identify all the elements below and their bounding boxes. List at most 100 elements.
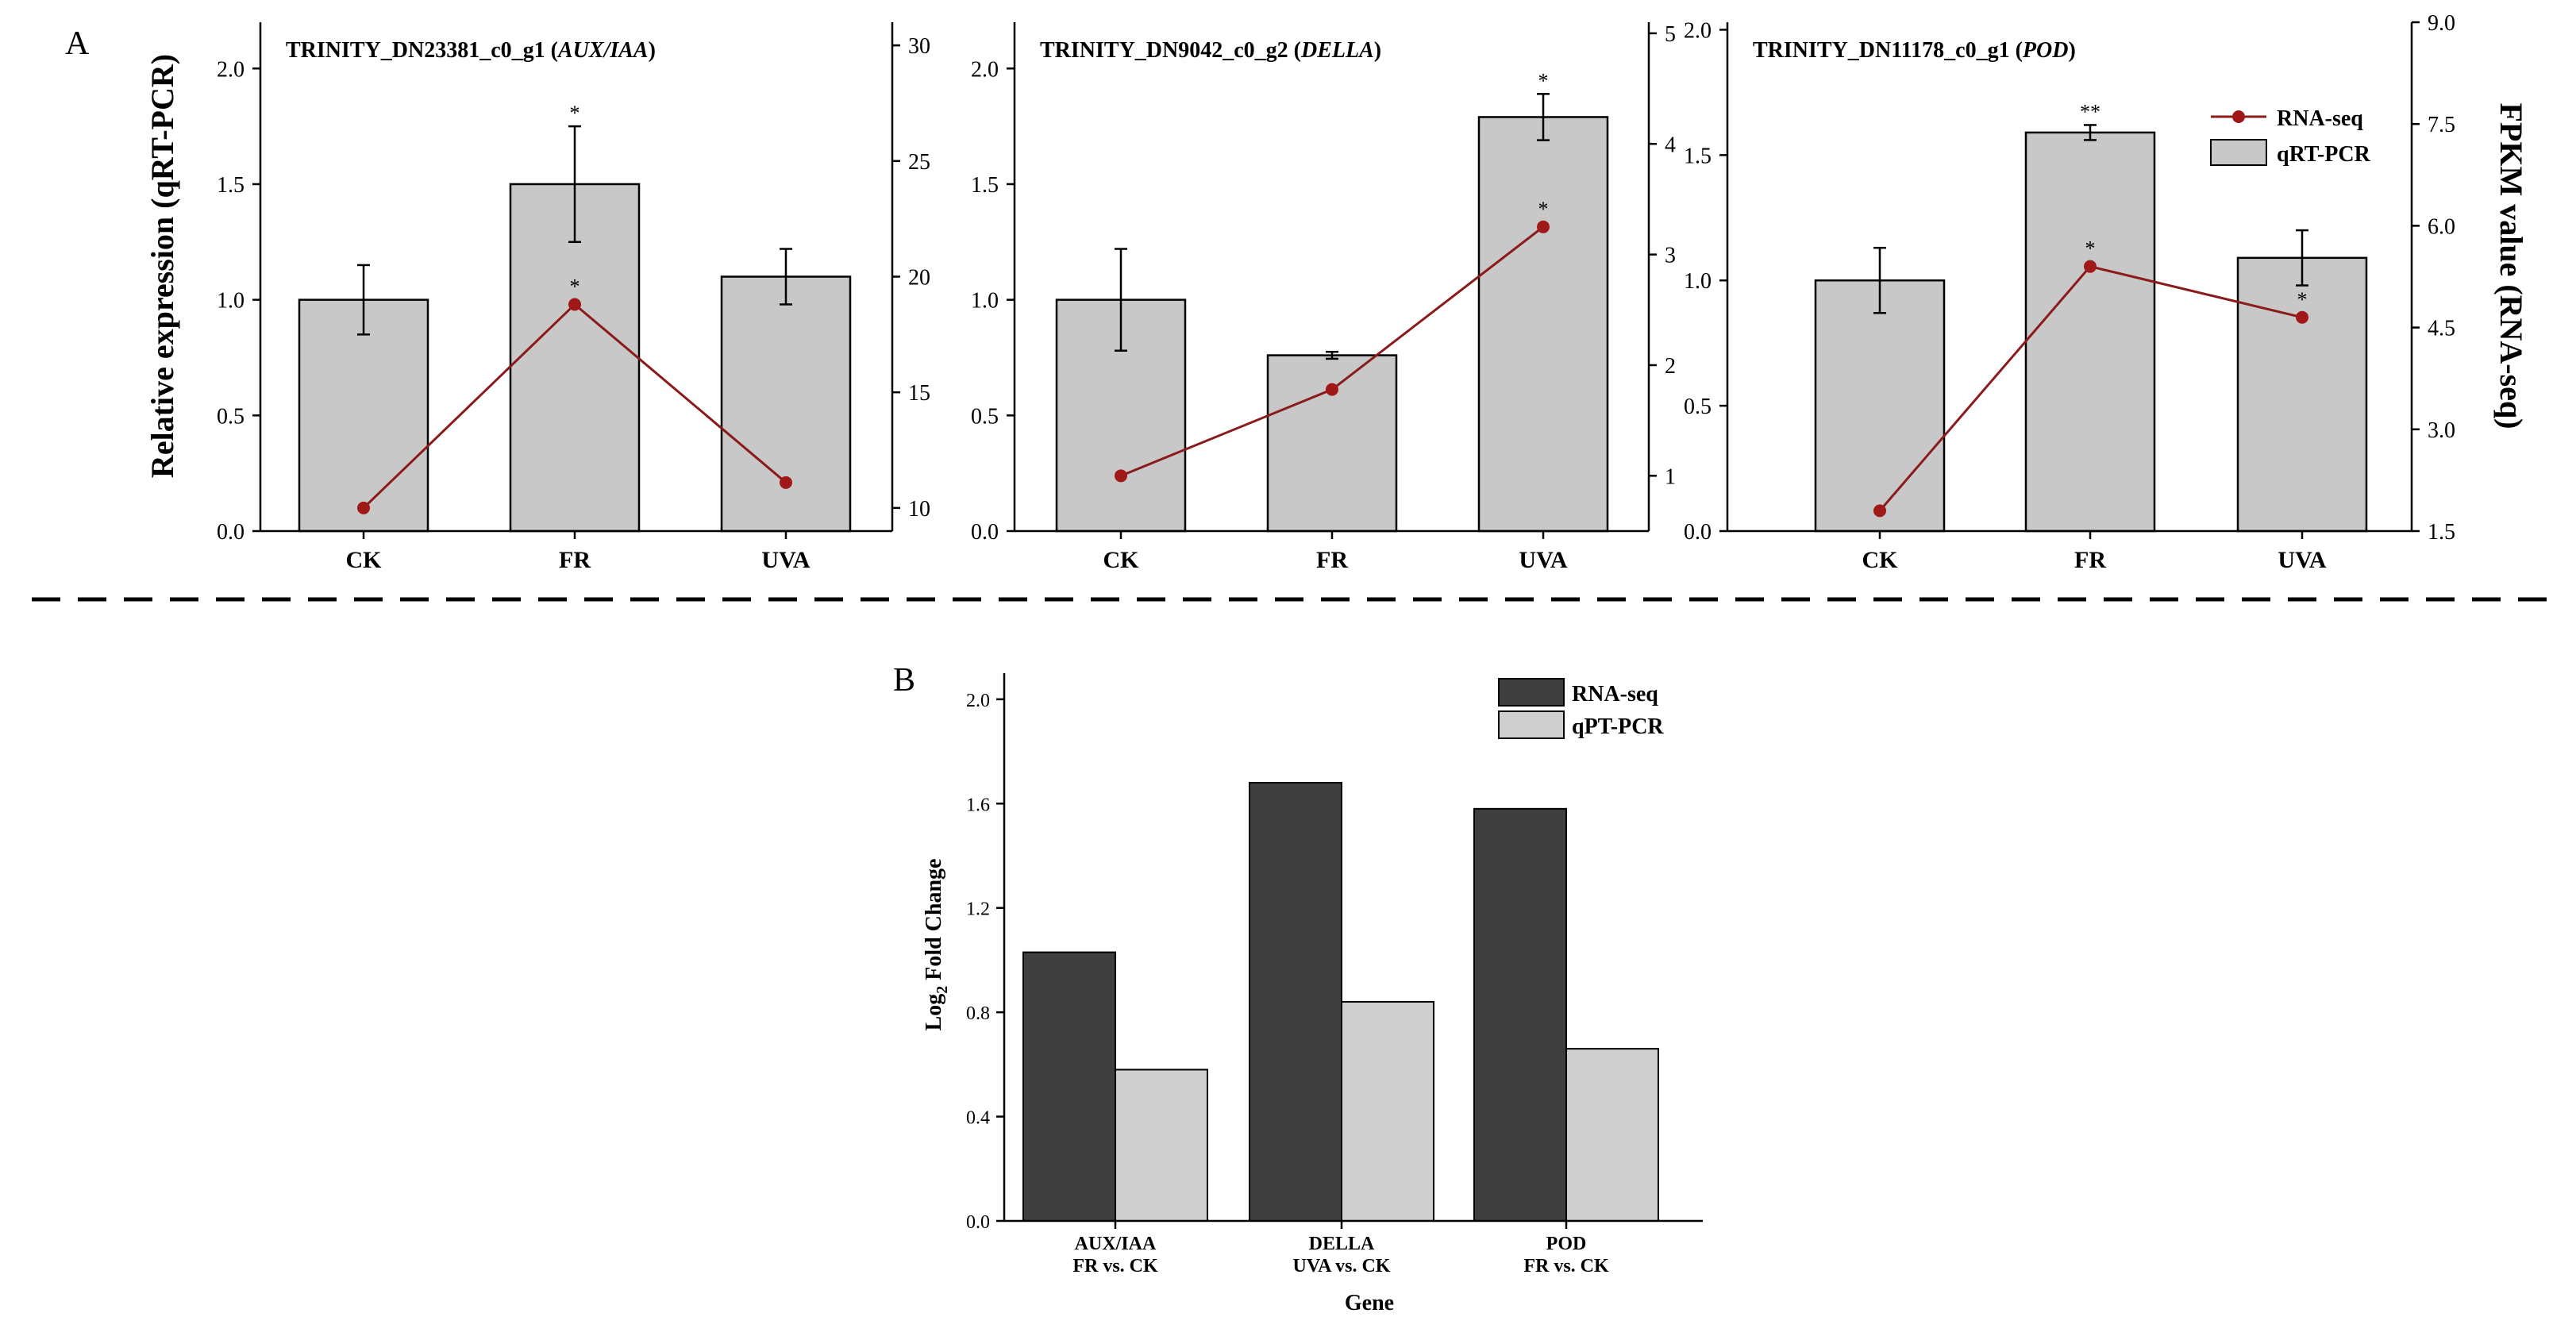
y-right-tick-label: 3.0 [2428, 418, 2455, 443]
bar-qpt-pcr-della [1341, 1001, 1434, 1222]
y-left-tick-label: 0.0 [1684, 520, 1712, 545]
line-significance-fr: * [2085, 237, 2096, 260]
bar-uva [720, 275, 852, 533]
y-left-tick-label: 0.5 [971, 404, 999, 429]
legend-panel-a: RNA-seq qRT-PCR [2210, 106, 2371, 167]
rnaseq-point-uva [780, 476, 792, 489]
y-right-tick-label: 4 [1665, 133, 1676, 157]
y-axis-title-rest: Fold Change [922, 859, 946, 986]
chart-title-gene: DELLA [1300, 38, 1374, 63]
legend-qpcr-label: qPT-PCR [1572, 714, 1664, 739]
y-right-tick-label: 7.5 [2428, 113, 2455, 137]
chart-title: TRINITY_DN23381_c0_g1 (AUX/IAA) [286, 38, 656, 63]
y-tick-label: 0.8 [966, 1003, 990, 1024]
rnaseq-point-uva [2296, 310, 2308, 324]
chart-aux-iaa: CK * FR UVA * 0.0 0.5 1.0 1.5 2.0 10 15 20 25 30 TRINIT… [217, 22, 930, 573]
y-left-tick-label: 0.5 [1684, 395, 1712, 419]
y-right-tick-label: 4.5 [2428, 317, 2455, 341]
y-axis-title-subscript: 2 [934, 986, 951, 994]
bar-significance-fr: * [570, 102, 580, 125]
line-significance-fr: * [570, 275, 580, 298]
chart-title-prefix: TRINITY_DN23381_c0_g1 ( [286, 38, 558, 63]
legend-line-label: RNA-seq [2277, 106, 2363, 131]
legend-rnaseq-label: RNA-seq [1572, 682, 1658, 707]
bar-rna-seq-della [1249, 782, 1342, 1222]
y-left-tick-label: 0.0 [971, 520, 999, 545]
x-axis-title: Gene [1345, 1291, 1394, 1315]
rnaseq-point-ck [357, 501, 370, 514]
rnaseq-point-uva [1537, 220, 1550, 233]
y-right-tick-label: 1 [1665, 464, 1676, 489]
y-axis-title-main: Log [922, 994, 946, 1031]
x-tick-label: UVA [2278, 547, 2326, 573]
rnaseq-point-fr [1326, 383, 1338, 396]
y-left-tick-label: 1.0 [1684, 269, 1712, 294]
chart-title: TRINITY_DN9042_c0_g2 (DELLA) [1040, 38, 1381, 63]
chart-pod: CK**FR UVA**0.00.51.01.52.01.53.04.56.07.… [1684, 11, 2455, 573]
rnaseq-point-fr [2084, 260, 2097, 273]
rnaseq-point-ck [1115, 469, 1127, 483]
x-tick-label-comparison: UVA vs. CK [1293, 1256, 1391, 1276]
y-right-tick-label: 3 [1665, 244, 1676, 268]
y-right-tick-label: 30 [908, 34, 930, 59]
shared-left-axis-title: Relative expression (qRT-PCR) [144, 54, 180, 478]
bar-fr [2024, 131, 2156, 533]
y-left-tick-label: 1.0 [217, 289, 245, 314]
y-left-tick-label: 1.0 [971, 289, 999, 314]
panel-a-label: A [65, 25, 90, 62]
shared-right-axis-title: FPKM value (RNA-seq) [2493, 102, 2529, 429]
chart-title-prefix: TRINITY_DN11178_c0_g1 ( [1753, 38, 2023, 63]
y-left-tick-label: 2.0 [217, 57, 245, 82]
y-left-tick-label: 0.0 [217, 520, 245, 545]
x-tick-label: UVA [761, 547, 810, 573]
y-tick-label: 2.0 [966, 691, 990, 711]
y-right-tick-label: 10 [908, 497, 930, 522]
panel-b-label: B [893, 662, 915, 699]
legend-marker-swatch [2232, 110, 2245, 123]
y-right-tick-label: 6.0 [2428, 214, 2455, 239]
rnaseq-point-fr [568, 298, 581, 311]
bar-ck [1814, 279, 1946, 533]
x-tick-label-gene: AUX/IAA [1075, 1234, 1157, 1254]
y-right-tick-label: 20 [908, 266, 930, 291]
y-right-tick-label: 2 [1665, 354, 1676, 379]
y-left-tick-label: 2.0 [1684, 18, 1712, 43]
chart-title-suffix: ) [649, 38, 656, 63]
bar-significance-uva: * [1538, 69, 1549, 92]
y-left-tick-label: 1.5 [1684, 144, 1712, 168]
bar-uva [2236, 256, 2368, 533]
x-tick-label: CK [346, 547, 383, 573]
y-right-tick-label: 5 [1665, 22, 1676, 47]
x-tick-label-gene: POD [1546, 1234, 1587, 1254]
y-right-tick-label: 15 [908, 381, 930, 406]
y-tick-label: 1.2 [966, 899, 990, 920]
bar-uva [1477, 116, 1609, 533]
chart-title: TRINITY_DN11178_c0_g1 (POD) [1753, 38, 2076, 63]
y-right-tick-label: 25 [908, 150, 930, 175]
bar-qpt-pcr-aux-iaa [1115, 1069, 1208, 1223]
chart-title-prefix: TRINITY_DN9042_c0_g2 ( [1040, 38, 1301, 63]
bar-rna-seq-aux-iaa [1022, 951, 1116, 1222]
legend-rnaseq-swatch [1498, 678, 1565, 707]
y-tick-label: 0.4 [966, 1108, 990, 1129]
x-tick-label: FR [1316, 547, 1348, 573]
x-tick-label-comparison: FR vs. CK [1072, 1256, 1158, 1276]
line-significance-uva: * [1538, 198, 1549, 221]
bar-fr [1266, 354, 1398, 533]
x-tick-label: FR [559, 547, 591, 573]
legend-panel-b: RNA-seq qPT-PCR [1498, 678, 1664, 739]
chart-title-suffix: ) [1374, 38, 1381, 63]
x-tick-label-gene: DELLA [1309, 1234, 1375, 1254]
x-tick-label: CK [1103, 547, 1140, 573]
y-tick-label: 0.0 [966, 1212, 990, 1233]
x-tick-label: UVA [1519, 547, 1567, 573]
legend-qpcr-swatch [1498, 710, 1565, 739]
bar-rna-seq-pod [1473, 807, 1567, 1222]
y-left-tick-label: 1.5 [217, 173, 245, 198]
y-tick-label: 1.6 [966, 795, 990, 815]
rnaseq-point-ck [1873, 504, 1886, 518]
x-tick-label-comparison: FR vs. CK [1523, 1256, 1609, 1276]
